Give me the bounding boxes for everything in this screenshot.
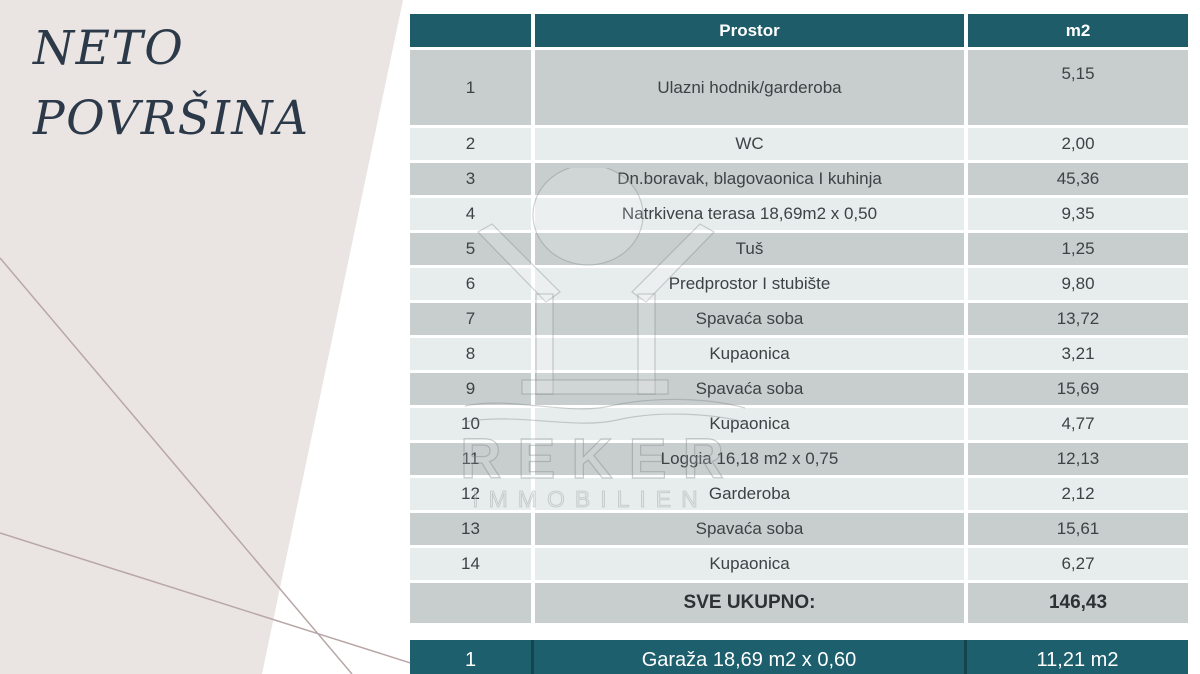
row-name: Dn.boravak, blagovaonica I kuhinja bbox=[535, 163, 964, 195]
table-row: 10 Kupaonica 4,77 bbox=[410, 408, 1188, 440]
area-table: Prostor m2 1 Ulazni hodnik/garderoba 5,1… bbox=[410, 14, 1188, 626]
table-row: 4 Natrkivena terasa 18,69m2 x 0,50 9,35 bbox=[410, 198, 1188, 230]
row-name: Ulazni hodnik/garderoba bbox=[535, 50, 964, 125]
table-row: 13 Spavaća soba 15,61 bbox=[410, 513, 1188, 545]
row-area: 45,36 bbox=[968, 163, 1188, 195]
row-area: 9,80 bbox=[968, 268, 1188, 300]
decor-line-2 bbox=[0, 532, 420, 667]
total-label: SVE UKUPNO: bbox=[535, 583, 964, 623]
row-name: Kupaonica bbox=[535, 338, 964, 370]
row-name: Tuš bbox=[535, 233, 964, 265]
row-area: 1,25 bbox=[968, 233, 1188, 265]
header-number-cell bbox=[410, 14, 531, 47]
table-header-row: Prostor m2 bbox=[410, 14, 1188, 47]
table-row: 11 Loggia 16,18 m2 x 0,75 12,13 bbox=[410, 443, 1188, 475]
table-row: 9 Spavaća soba 15,69 bbox=[410, 373, 1188, 405]
row-number: 6 bbox=[410, 268, 531, 300]
row-number: 12 bbox=[410, 478, 531, 510]
page-title: NETO POVRŠINA bbox=[33, 14, 310, 154]
row-number: 1 bbox=[410, 50, 531, 125]
table-row: 6 Predprostor I stubište 9,80 bbox=[410, 268, 1188, 300]
row-number: 4 bbox=[410, 198, 531, 230]
row-area: 12,13 bbox=[968, 443, 1188, 475]
table-row: 7 Spavaća soba 13,72 bbox=[410, 303, 1188, 335]
table-row: 1 Ulazni hodnik/garderoba 5,15 bbox=[410, 50, 1188, 125]
row-name: Garderoba bbox=[535, 478, 964, 510]
row-number: 2 bbox=[410, 128, 531, 160]
row-name: Loggia 16,18 m2 x 0,75 bbox=[535, 443, 964, 475]
row-name: Spavaća soba bbox=[535, 303, 964, 335]
header-prostor-cell: Prostor bbox=[535, 14, 964, 47]
row-area: 2,12 bbox=[968, 478, 1188, 510]
row-number: 9 bbox=[410, 373, 531, 405]
row-area: 9,35 bbox=[968, 198, 1188, 230]
row-name: Kupaonica bbox=[535, 548, 964, 580]
table-row: 2 WC 2,00 bbox=[410, 128, 1188, 160]
row-name: Predprostor I stubište bbox=[535, 268, 964, 300]
row-name: Spavaća soba bbox=[535, 373, 964, 405]
row-area: 15,61 bbox=[968, 513, 1188, 545]
table-row: 3 Dn.boravak, blagovaonica I kuhinja 45,… bbox=[410, 163, 1188, 195]
title-line-1: NETO bbox=[33, 21, 185, 76]
table-total-row: SVE UKUPNO: 146,43 bbox=[410, 583, 1188, 623]
left-decor-graphic bbox=[0, 0, 420, 674]
total-value: 146,43 bbox=[968, 583, 1188, 623]
row-number: 7 bbox=[410, 303, 531, 335]
table-row: 14 Kupaonica 6,27 bbox=[410, 548, 1188, 580]
table-row: 5 Tuš 1,25 bbox=[410, 233, 1188, 265]
row-number: 10 bbox=[410, 408, 531, 440]
garage-name: Garaža 18,69 m2 x 0,60 bbox=[534, 640, 964, 674]
row-name: Natrkivena terasa 18,69m2 x 0,50 bbox=[535, 198, 964, 230]
row-name: Kupaonica bbox=[535, 408, 964, 440]
row-number: 13 bbox=[410, 513, 531, 545]
row-name: WC bbox=[535, 128, 964, 160]
row-area: 6,27 bbox=[968, 548, 1188, 580]
row-number: 8 bbox=[410, 338, 531, 370]
table-body: 1 Ulazni hodnik/garderoba 5,15 2 WC 2,00… bbox=[410, 50, 1188, 580]
row-number: 5 bbox=[410, 233, 531, 265]
beige-backdrop bbox=[0, 0, 403, 674]
row-area: 15,69 bbox=[968, 373, 1188, 405]
title-line-2: POVRŠINA bbox=[33, 91, 310, 146]
row-name: Spavaća soba bbox=[535, 513, 964, 545]
row-area: 5,15 bbox=[968, 50, 1188, 125]
row-number: 3 bbox=[410, 163, 531, 195]
garage-row: 1 Garaža 18,69 m2 x 0,60 11,21 m2 bbox=[410, 640, 1188, 674]
header-m2-cell: m2 bbox=[968, 14, 1188, 47]
row-area: 2,00 bbox=[968, 128, 1188, 160]
row-area: 3,21 bbox=[968, 338, 1188, 370]
row-number: 14 bbox=[410, 548, 531, 580]
garage-area: 11,21 m2 bbox=[967, 640, 1188, 674]
table-row: 8 Kupaonica 3,21 bbox=[410, 338, 1188, 370]
row-area: 4,77 bbox=[968, 408, 1188, 440]
total-empty-cell bbox=[410, 583, 531, 623]
garage-number: 1 bbox=[410, 640, 531, 674]
row-area: 13,72 bbox=[968, 303, 1188, 335]
table-row: 12 Garderoba 2,12 bbox=[410, 478, 1188, 510]
row-number: 11 bbox=[410, 443, 531, 475]
decor-line-1 bbox=[0, 257, 353, 674]
